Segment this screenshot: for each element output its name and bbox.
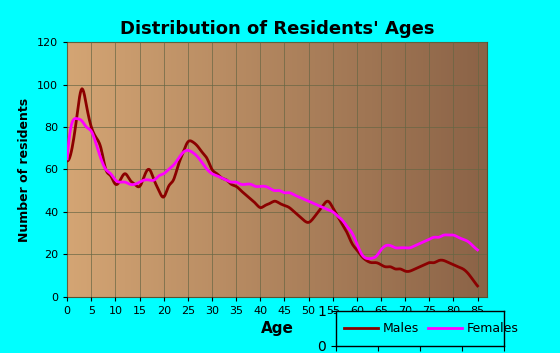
Text: Females: Females — [467, 322, 519, 335]
Title: Distribution of Residents' Ages: Distribution of Residents' Ages — [120, 20, 435, 38]
Y-axis label: Number of residents: Number of residents — [18, 97, 31, 241]
X-axis label: Age: Age — [261, 321, 293, 336]
Text: Males: Males — [383, 322, 419, 335]
